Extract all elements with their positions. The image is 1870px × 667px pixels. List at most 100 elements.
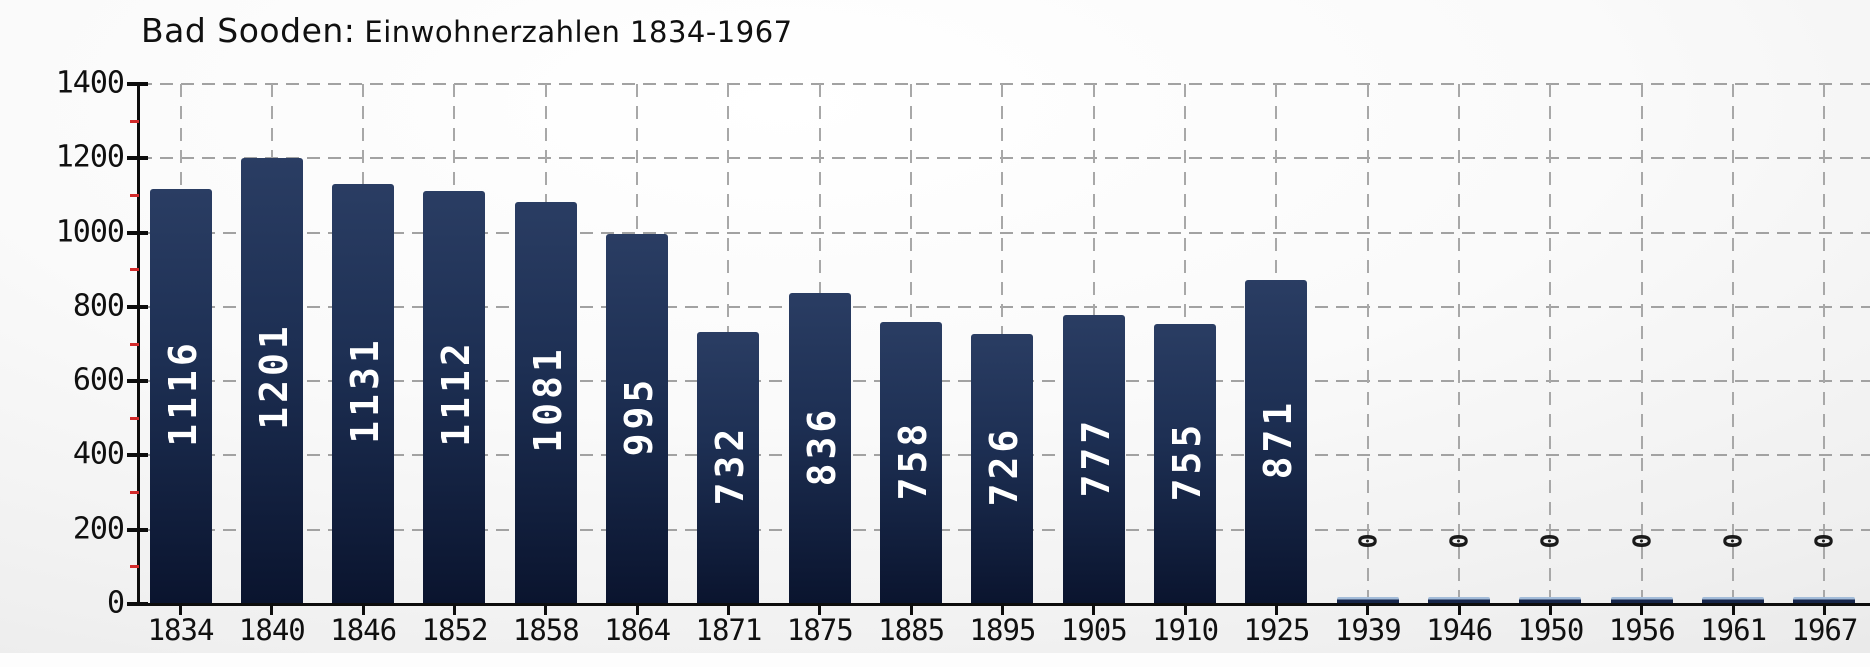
bar-value-label-1852: 1112: [434, 339, 479, 448]
x-axis-label-1858: 1858: [512, 613, 580, 647]
bar-1885: [880, 322, 943, 604]
x-axis-label-1939: 1939: [1334, 613, 1402, 647]
bar-1846: [332, 183, 395, 604]
y-minor-tick-1300: [130, 119, 139, 123]
chart-title: Bad Sooden: Einwohnerzahlen 1834-1967: [141, 11, 793, 50]
y-axis-label-0: 0: [106, 585, 125, 621]
bar-1875: [788, 293, 851, 604]
y-minor-tick-700: [130, 342, 139, 346]
x-axis-label-1961: 1961: [1700, 613, 1767, 647]
bar-value-label-1834: 1116: [160, 338, 205, 447]
x-axis-label-1946: 1946: [1426, 613, 1493, 647]
bar-1852: [423, 190, 486, 604]
x-tick-1956: [1640, 604, 1644, 615]
y-minor-tick-500: [130, 416, 139, 420]
x-tick-1910: [1183, 604, 1187, 615]
bar-value-label-1967: 0: [1809, 533, 1839, 549]
bar-1939: [1336, 597, 1399, 604]
chart-title-subject: Einwohnerzahlen 1834-1967: [364, 15, 793, 49]
v-gridline-1956: [1640, 84, 1643, 604]
bar-value-label-1846: 1131: [343, 335, 388, 444]
x-axis-label-1895: 1895: [969, 613, 1037, 647]
y-axis-label-800: 800: [72, 288, 125, 324]
x-tick-1885: [909, 604, 913, 615]
y-major-tick-1400: [127, 82, 148, 86]
bar-value-label-1871: 732: [708, 425, 753, 506]
y-major-tick-400: [127, 453, 148, 458]
v-gridline-1946: [1458, 84, 1461, 604]
bar-1946: [1428, 597, 1491, 604]
x-tick-1858: [544, 604, 548, 615]
x-axis-label-1950: 1950: [1517, 613, 1585, 647]
y-major-tick-1000: [127, 230, 148, 235]
x-tick-1871: [726, 604, 730, 615]
bar-1950: [1519, 597, 1582, 604]
y-major-tick-600: [127, 379, 148, 384]
y-axis-label-1000: 1000: [55, 214, 125, 250]
bar-value-label-1864: 995: [617, 375, 662, 456]
x-tick-1834: [179, 604, 182, 615]
bar-1834: [149, 189, 212, 604]
y-major-tick-800: [127, 304, 148, 309]
bar-value-label-1885: 758: [891, 420, 936, 501]
v-gridline-1939: [1366, 84, 1369, 604]
x-axis-label-1871: 1871: [695, 613, 763, 647]
bar-1961: [1702, 597, 1765, 604]
x-tick-1846: [361, 604, 365, 615]
x-tick-1939: [1366, 604, 1370, 615]
v-gridline-1950: [1549, 84, 1552, 604]
bar-value-label-1858: 1081: [525, 345, 570, 453]
x-axis-label-1834: 1834: [147, 613, 215, 647]
y-major-tick-0: [127, 602, 148, 606]
bar-1956: [1610, 597, 1673, 604]
bar-1858: [514, 202, 577, 604]
x-tick-1950: [1548, 604, 1552, 615]
y-axis-label-1400: 1400: [55, 65, 125, 101]
bar-value-label-1910: 755: [1165, 420, 1210, 502]
x-axis-label-1846: 1846: [330, 613, 397, 647]
x-axis-label-1925: 1925: [1243, 613, 1311, 647]
x-axis-label-1852: 1852: [421, 613, 489, 647]
y-major-tick-1200: [127, 156, 148, 161]
bar-1864: [606, 234, 669, 604]
bar-value-label-1875: 836: [799, 405, 844, 486]
bar-value-label-1961: 0: [1718, 533, 1748, 549]
x-axis-label-1864: 1864: [604, 613, 671, 647]
x-tick-1967: [1822, 604, 1826, 615]
bar-value-label-1950: 0: [1535, 533, 1565, 549]
x-axis-label-1967: 1967: [1791, 613, 1859, 647]
x-tick-1895: [1000, 604, 1004, 615]
x-tick-1840: [270, 604, 274, 615]
chart-title-place: Bad Sooden:: [141, 11, 356, 50]
y-axis-label-400: 400: [72, 436, 125, 472]
bar-value-label-1895: 726: [982, 426, 1027, 507]
bar-1905: [1062, 315, 1125, 604]
y-minor-tick-900: [130, 268, 139, 272]
bar-value-label-1956: 0: [1627, 533, 1657, 549]
x-tick-1905: [1092, 604, 1096, 615]
bar-value-label-1946: 0: [1444, 533, 1474, 549]
y-axis-label-1200: 1200: [55, 139, 125, 175]
bar-1895: [971, 334, 1034, 604]
x-axis-label-1885: 1885: [878, 613, 945, 647]
bar-value-label-1840: 1201: [251, 322, 296, 431]
y-axis-label-600: 600: [72, 362, 125, 398]
y-major-tick-200: [127, 527, 148, 532]
bar-1910: [1154, 323, 1217, 604]
x-tick-1852: [452, 604, 456, 615]
h-gridline-800: [139, 305, 1870, 308]
x-axis-label-1956: 1956: [1608, 613, 1676, 647]
y-minor-tick-100: [130, 565, 139, 569]
x-tick-1864: [635, 604, 639, 615]
y-minor-tick-300: [130, 491, 139, 495]
x-axis-label-1910: 1910: [1152, 613, 1219, 647]
h-gridline-1400: [139, 83, 1870, 85]
bar-1871: [697, 332, 760, 604]
bar-1840: [240, 157, 303, 604]
x-axis-label-1905: 1905: [1060, 613, 1128, 647]
y-axis-label-200: 200: [72, 511, 125, 547]
bar-value-label-1905: 777: [1073, 416, 1118, 498]
x-axis-label-1840: 1840: [238, 613, 306, 647]
x-axis-label-1875: 1875: [786, 613, 854, 647]
bar-value-label-1939: 0: [1353, 533, 1383, 549]
